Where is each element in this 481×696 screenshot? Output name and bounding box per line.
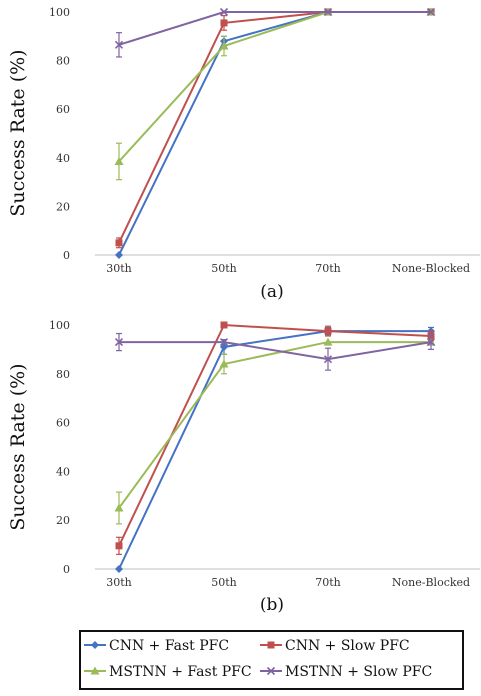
- panel-b-series-line: [119, 341, 432, 361]
- legend-item: CNN + Slow PFC: [260, 638, 410, 654]
- legend-label: MSTNN + Slow PFC: [285, 664, 432, 680]
- panel-a-series-1: [115, 8, 435, 249]
- legend-marker: [266, 666, 276, 676]
- panel-b-data-point: [115, 542, 123, 550]
- panel-a-data-point: [114, 156, 124, 165]
- panel-b-data-point: [219, 338, 229, 347]
- panel-b-x-tick-label: None-Blocked: [392, 576, 470, 589]
- panel-b-data-point: [324, 327, 332, 335]
- panel-b-data-point: [323, 337, 333, 346]
- panel-b-data-point: [114, 503, 124, 512]
- legend-label: CNN + Fast PFC: [109, 638, 229, 654]
- panel-a-data-point: [115, 251, 123, 259]
- panel-a-series-3: [114, 7, 436, 58]
- panel-b-series-line: [118, 330, 431, 570]
- legend-box: [79, 630, 464, 690]
- panel-a-series-line: [118, 11, 431, 46]
- panel-b-series-0: [115, 326, 435, 573]
- legend-marker: [267, 641, 275, 649]
- panel-b-series-3: [114, 332, 436, 371]
- panel-b-y-tick-label: 80: [56, 368, 70, 381]
- panel-a-chart: 0 20 40 60 80 100 30th 50th 70th None-Blocked Succ…: [7, 6, 480, 302]
- panel-b-data-point: [323, 355, 333, 364]
- panel-a-y-tick-label: 100: [49, 6, 70, 19]
- panel-a-data-point: [219, 7, 229, 17]
- panel-b-y-tick-label: 0: [63, 563, 70, 576]
- panel-b-data-point: [114, 338, 124, 347]
- panel-a-x-tick-label: 30th: [106, 262, 132, 275]
- legend-label: MSTNN + Fast PFC: [109, 664, 252, 680]
- panel-b-series-line: [118, 341, 431, 509]
- panel-b-series-line: [118, 323, 432, 547]
- panel-a-y-tick-label: 0: [63, 249, 70, 262]
- panel-a-data-point: [219, 41, 229, 50]
- panel-b-y-tick-label: 20: [56, 514, 70, 527]
- legend-label: CNN + Slow PFC: [285, 638, 410, 654]
- panel-a-y-axis-label: Success Rate (%): [7, 49, 29, 216]
- legend-item: MSTNN + Slow PFC: [260, 664, 432, 680]
- panel-b-data-point: [219, 359, 229, 368]
- panel-a-series-line: [118, 11, 431, 163]
- panel-b-x-tick-label: 30th: [106, 576, 132, 589]
- panel-a-label: (a): [260, 282, 283, 302]
- legend: CNN + Fast PFC CNN + Slow PFC MSTNN + Fast…: [79, 630, 464, 690]
- panel-b-x-tick-label: 70th: [315, 576, 341, 589]
- legend-item: CNN + Fast PFC: [84, 638, 229, 654]
- panel-a-series-0: [115, 8, 435, 259]
- panel-a-series-line: [118, 11, 431, 256]
- panel-a-data-point: [114, 40, 124, 49]
- panel-a-data-point: [220, 19, 228, 27]
- panel-b-label: (b): [260, 595, 284, 615]
- panel-b-series-2: [114, 337, 436, 525]
- panel-a-x-tick-label: 50th: [211, 262, 237, 275]
- panel-a-y-tick-label: 60: [56, 103, 70, 116]
- panel-a-x-tick-label: None-Blocked: [392, 262, 470, 275]
- panel-a-y-tick-label: 40: [56, 152, 70, 165]
- legend-marker: [90, 666, 100, 675]
- panel-a-series-line: [118, 11, 431, 244]
- panel-b-series-1: [115, 321, 435, 555]
- panel-a-data-point: [323, 7, 333, 17]
- panel-a-series-2: [114, 7, 436, 181]
- panel-b-data-point: [115, 565, 123, 573]
- legend-marker: [91, 641, 99, 649]
- panel-b-x-tick-label: 50th: [211, 576, 237, 589]
- panel-b-data-point: [220, 321, 228, 329]
- panel-b-data-point: [426, 338, 436, 347]
- legend-item: MSTNN + Fast PFC: [84, 664, 252, 680]
- panel-b-y-axis-label: Success Rate (%): [7, 363, 29, 530]
- panel-a-data-point: [426, 7, 436, 17]
- panel-b-y-tick-label: 40: [56, 465, 70, 478]
- panel-b-chart: 0 20 40 60 80 100 30th 50th 70th None-Blocked Succ…: [7, 319, 480, 615]
- panel-a-x-tick-label: 70th: [315, 262, 341, 275]
- panel-a-y-tick-label: 80: [56, 55, 70, 68]
- panel-a-y-tick-label: 20: [56, 200, 70, 213]
- panel-b-y-tick-label: 60: [56, 417, 70, 430]
- panel-a-data-point: [115, 239, 123, 247]
- panel-b-y-tick-label: 100: [49, 319, 70, 332]
